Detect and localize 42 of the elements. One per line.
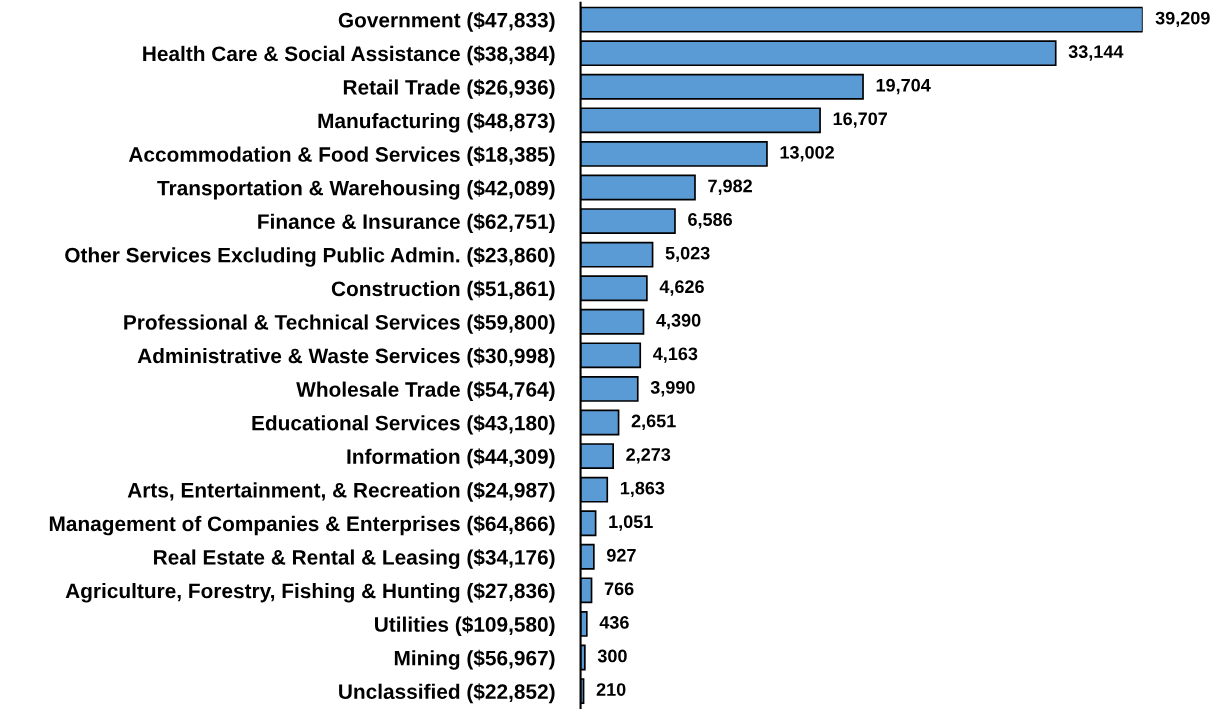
data-label: 1,863 [620,481,665,498]
data-label: 3,990 [650,380,695,397]
y-tick-label: Mining ($56,967) [394,649,555,670]
data-label: 300 [597,649,627,663]
y-tick-label: Health Care & Social Assistance ($38,384) [143,45,555,66]
y-tick-label: Unclassified ($22,852) [339,683,555,704]
y-tick-label: Government ($47,833) [338,11,555,32]
data-label: 19,704 [876,78,931,95]
y-tick-label: Agriculture, Forestry, Fishing & Hunting ($27,836) [65,582,555,603]
data-label: 13,002 [780,145,834,162]
y-tick-label: Real Estate & Rental & Leasing ($34,176) [154,549,555,569]
y-tick-label: Construction ($51,861) [331,280,555,301]
y-tick-label: Utilities ($109,580) [375,616,555,636]
data-label: 2,651 [631,414,676,430]
data-label: 7,982 [708,179,752,195]
y-tick-label: Management of Companies & Enterprises ($64,866) [49,515,555,536]
data-label: 4,163 [653,347,698,363]
data-label: 766 [604,582,634,596]
y-tick-label: Retail Trade ($26,936) [343,79,555,99]
data-label: 16,707 [833,112,888,128]
data-label: 210 [596,683,626,696]
data-label: 39,209 [1155,11,1210,28]
data-label: 5,023 [665,246,710,263]
y-tick-label: Wholesale Trade ($54,764) [296,381,555,401]
data-label: 4,390 [656,313,701,330]
y-tick-label: Other Services Excluding Public Admin. ($23,860) [65,246,555,267]
y-tick-label: Professional & Technical Services ($59,800) [124,314,555,334]
data-label: 6,586 [688,213,733,229]
y-tick-label: Information ($44,309) [347,448,555,469]
data-label: 436 [599,616,629,629]
data-label: 4,626 [659,280,704,296]
y-tick-label: Arts, Entertainment, & Recreation ($24,987) [127,481,555,502]
y-tick-label: Transportation & Warehousing ($42,089) [157,179,555,200]
y-tick-label: Educational Services ($43,180) [252,414,555,435]
y-tick-label: Finance & Insurance ($62,751) [258,213,555,234]
data-label: 927 [606,548,636,562]
data-label: 33,144 [1068,45,1124,61]
data-label: 1,051 [609,515,653,531]
data-label: 2,273 [626,448,671,464]
y-tick-label: Accommodation & Food Services ($18,385) [128,146,555,166]
y-tick-label: Administrative & Waste Services ($30,998) [137,347,555,368]
y-tick-label: Manufacturing ($48,873) [318,112,555,133]
